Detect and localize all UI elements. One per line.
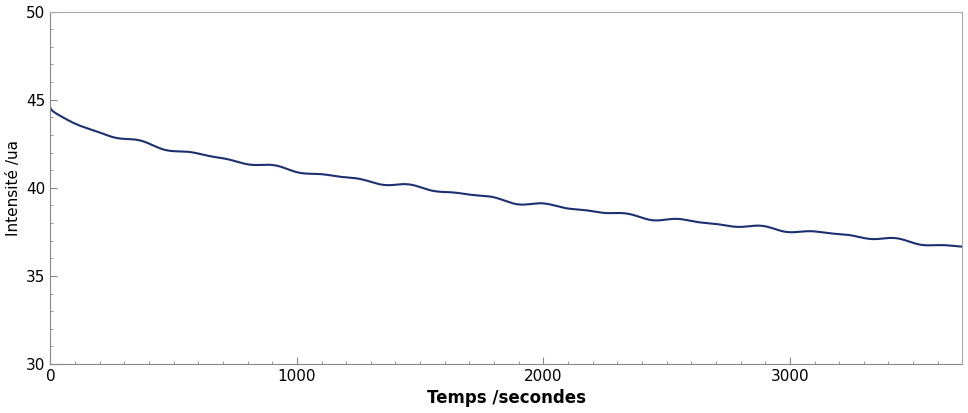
X-axis label: Temps /secondes: Temps /secondes [427,389,586,408]
Y-axis label: Intensité /ua: Intensité /ua [6,140,20,236]
